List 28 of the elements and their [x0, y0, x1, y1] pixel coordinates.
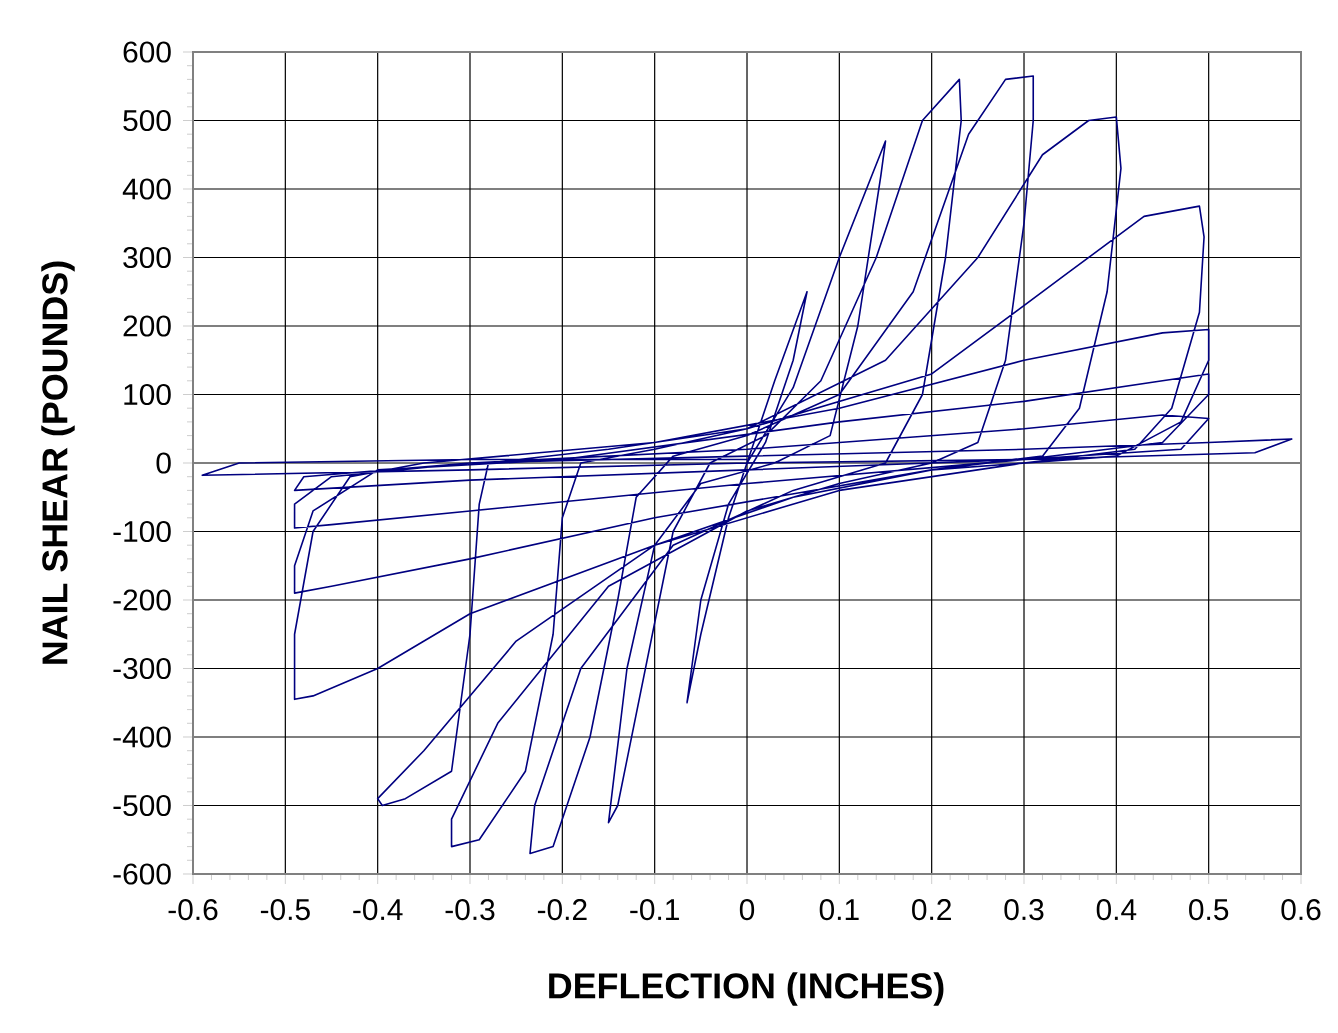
x-tick-label: 0.6 — [1281, 899, 1321, 921]
y-tick-label: 400 — [122, 178, 171, 200]
x-tick-label: 0.5 — [1189, 899, 1229, 921]
y-tick-label: -300 — [113, 657, 171, 680]
x-tick-label: 0.2 — [912, 899, 951, 921]
x-tick-label: -0.3 — [445, 899, 495, 921]
y-tick-label: 200 — [123, 315, 171, 337]
x-axis-title: DEFLECTION (INCHES) — [549, 972, 944, 1006]
x-tick-label: 0.4 — [1096, 899, 1137, 921]
y-tick-label: 300 — [123, 246, 171, 269]
y-axis-title: NAIL SHEAR (POUNDS) — [41, 261, 75, 664]
y-tick-label: -600 — [113, 863, 171, 885]
y-tick-label: 0 — [156, 452, 171, 474]
x-tick-label: -0.4 — [353, 899, 403, 921]
x-tick-label: -0.1 — [630, 899, 679, 921]
y-tick-label: 500 — [123, 109, 171, 132]
y-tick-label: 100 — [124, 383, 171, 406]
y-tick-label: -400 — [113, 726, 171, 748]
x-tick-label: -0.5 — [260, 899, 310, 921]
y-tick-label: -200 — [113, 589, 171, 611]
y-tick-label: -100 — [113, 520, 171, 543]
x-tick-label: 0.3 — [1004, 899, 1044, 921]
x-tick-label: -0.2 — [537, 899, 587, 921]
x-tick-label: -0.6 — [168, 899, 218, 921]
y-tick-label: -500 — [113, 794, 171, 817]
x-tick-label: 0 — [739, 899, 755, 921]
x-tick-label: 0.1 — [819, 899, 859, 921]
y-tick-label: 600 — [123, 41, 171, 63]
